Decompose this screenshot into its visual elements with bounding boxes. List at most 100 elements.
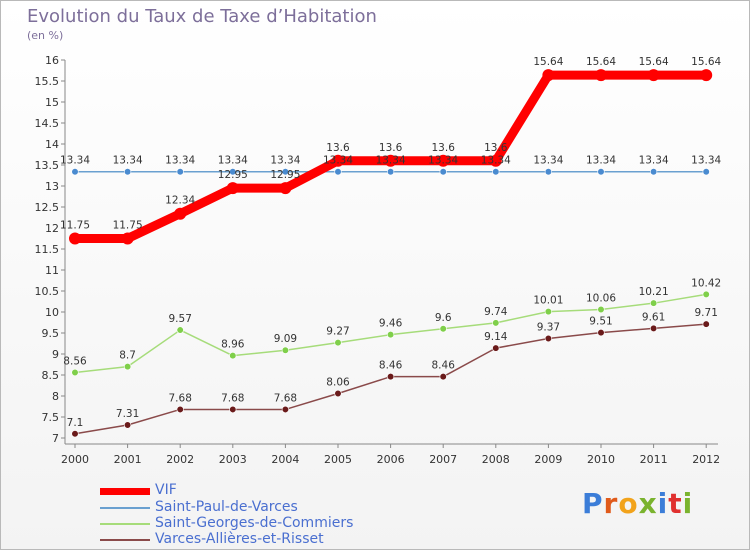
series-3-data-label: 8.06 bbox=[326, 376, 350, 388]
series-2-data-label: 9.46 bbox=[379, 318, 403, 330]
legend-swatch-varces bbox=[100, 539, 150, 541]
y-tick-label: 12 bbox=[45, 222, 59, 235]
series-0-point bbox=[121, 232, 134, 245]
y-tick-label: 9.5 bbox=[42, 327, 60, 340]
series-3-data-label: 7.1 bbox=[67, 417, 84, 429]
y-tick-label: 12.5 bbox=[35, 201, 60, 214]
series-3-point bbox=[597, 328, 605, 337]
series-1-point bbox=[597, 168, 605, 176]
series-0-point bbox=[226, 182, 239, 195]
y-tick-label: 7 bbox=[52, 432, 59, 445]
y-tick-label: 9 bbox=[52, 348, 59, 361]
y-tick-label: 15.5 bbox=[35, 75, 60, 88]
y-tick-label: 10 bbox=[45, 306, 59, 319]
y-tick-label: 13.5 bbox=[35, 159, 60, 172]
x-tick-label: 2009 bbox=[534, 453, 562, 466]
series-1-data-label: 13.34 bbox=[586, 155, 616, 167]
series-1-point bbox=[387, 168, 395, 176]
series-0-data-label: 12.95 bbox=[270, 169, 300, 181]
logo-letter: o bbox=[618, 487, 639, 520]
series-2-data-label: 8.7 bbox=[119, 350, 136, 362]
chart-subtitle: (en %) bbox=[27, 29, 64, 42]
series-2-data-label: 10.06 bbox=[586, 292, 616, 304]
series-2-data-label: 8.96 bbox=[221, 339, 245, 351]
series-2-point bbox=[439, 325, 447, 333]
series-2-data-label: 10.01 bbox=[533, 295, 563, 307]
series-3-point bbox=[387, 373, 395, 381]
x-tick-label: 2001 bbox=[114, 453, 142, 466]
series-2-point bbox=[702, 290, 710, 298]
legend-swatch-saint-georges bbox=[100, 523, 150, 525]
series-3-point bbox=[492, 344, 500, 352]
series-2-data-label: 8.56 bbox=[63, 355, 87, 367]
series-3-point bbox=[281, 405, 290, 414]
series-2-point bbox=[544, 307, 553, 316]
series-2-point bbox=[597, 305, 605, 314]
series-0-data-label: 11.75 bbox=[60, 220, 90, 232]
logo-letter: i bbox=[682, 487, 694, 520]
series-1-data-label: 13.34 bbox=[691, 155, 721, 167]
y-tick-label: 11.5 bbox=[35, 243, 60, 256]
x-tick-label: 2010 bbox=[587, 453, 615, 466]
series-3-data-label: 7.68 bbox=[274, 392, 297, 404]
series-1-data-label: 13.34 bbox=[323, 155, 353, 167]
x-tick-label: 2005 bbox=[324, 453, 352, 466]
series-1-data-label: 13.34 bbox=[428, 155, 458, 167]
series-0-data-label: 15.64 bbox=[639, 56, 669, 68]
series-3-point bbox=[334, 389, 342, 398]
y-tick-label: 8.5 bbox=[42, 369, 60, 382]
x-tick-label: 2004 bbox=[271, 453, 299, 466]
x-tick-label: 2007 bbox=[429, 453, 457, 466]
series-2-point bbox=[71, 368, 79, 377]
series-1-data-label: 13.34 bbox=[218, 155, 248, 167]
logo-letter: t bbox=[668, 487, 683, 520]
series-1-point bbox=[229, 168, 237, 176]
series-0-data-label: 13.6 bbox=[484, 142, 508, 154]
series-0-point bbox=[647, 69, 660, 82]
series-0-data-label: 13.6 bbox=[326, 142, 350, 154]
series-0-point bbox=[174, 207, 187, 220]
series-0-point bbox=[384, 154, 397, 167]
series-1-data-label: 13.34 bbox=[533, 155, 563, 167]
series-2-data-label: 9.6 bbox=[435, 312, 452, 324]
series-0-point bbox=[489, 154, 502, 167]
series-0-point bbox=[595, 69, 607, 82]
series-0-point bbox=[542, 69, 555, 82]
series-2-data-label: 10.42 bbox=[691, 277, 721, 289]
logo-letter: P bbox=[582, 487, 604, 520]
series-0-point bbox=[332, 154, 344, 167]
series-1-data-label: 13.34 bbox=[481, 155, 511, 167]
legend-label-vif: VIF bbox=[155, 482, 177, 498]
series-2-point bbox=[123, 363, 132, 371]
series-3-data-label: 8.46 bbox=[379, 360, 403, 372]
series-0-point bbox=[437, 154, 450, 167]
series-3-point bbox=[123, 421, 132, 429]
y-tick-label: 8 bbox=[52, 390, 59, 403]
series-0-point bbox=[279, 182, 292, 195]
series-3-point bbox=[176, 405, 184, 414]
x-tick-label: 2002 bbox=[166, 453, 194, 466]
y-tick-label: 14 bbox=[45, 138, 59, 151]
series-1-data-label: 13.34 bbox=[60, 155, 90, 167]
series-1-data-label: 13.34 bbox=[639, 155, 669, 167]
series-3-point bbox=[229, 405, 237, 414]
series-2-point bbox=[229, 352, 237, 360]
series-3-data-label: 9.61 bbox=[642, 311, 665, 323]
series-2-point bbox=[649, 299, 658, 307]
series-0-data-label: 13.6 bbox=[379, 142, 403, 154]
proxiti-logo: Proxiti bbox=[582, 487, 693, 520]
series-0-data-label: 15.64 bbox=[586, 56, 616, 68]
series-1-point bbox=[439, 168, 447, 176]
x-tick-label: 2011 bbox=[640, 453, 668, 466]
x-tick-label: 2012 bbox=[692, 453, 720, 466]
series-1-data-label: 13.34 bbox=[376, 155, 406, 167]
logo-letter: x bbox=[638, 487, 658, 520]
y-axis: 7 7.5 8 8.5 9 9.5 10 10.5 11 11.5 12 12.5 13 13.5 14 14… bbox=[35, 54, 66, 445]
y-tick-label: 13 bbox=[45, 180, 59, 193]
series-3-data-label: 7.31 bbox=[116, 408, 139, 420]
y-tick-label: 11 bbox=[45, 264, 59, 277]
series-3-point bbox=[71, 430, 79, 438]
series-3-data-label: 7.68 bbox=[169, 392, 192, 404]
